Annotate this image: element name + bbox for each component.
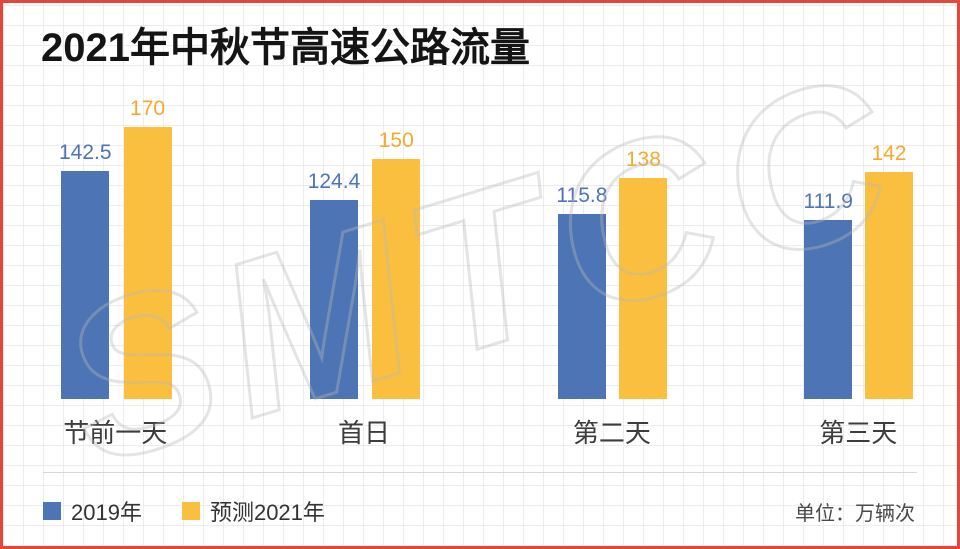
category-label: 节前一天 [63, 418, 168, 448]
legend-divider [43, 472, 917, 473]
chart-title: 2021年中秋节高速公路流量 [41, 26, 530, 70]
legend-label-2021: 预测2021年 [209, 500, 325, 525]
bar-value-2019: 115.8 [556, 184, 608, 207]
legend-swatch-2021 [181, 502, 200, 520]
bar-chart: 142.5 170 节前一天 124.4 150 [3, 97, 957, 450]
bar-group: 115.8 138 第二天 [556, 148, 668, 450]
bar-2019 [309, 200, 358, 399]
bar-2021 [123, 127, 172, 399]
bar-2021 [619, 178, 668, 399]
legend-label-2019: 2019年 [71, 500, 142, 525]
bar-2019 [557, 214, 606, 399]
unit-label: 单位：万辆次 [795, 502, 915, 525]
bar-value-2019: 111.9 [803, 190, 853, 213]
bar-2021 [372, 159, 421, 399]
bar-2019 [61, 171, 110, 399]
bar-group: 111.9 142 第三天 [804, 142, 913, 450]
category-label: 第二天 [572, 418, 651, 448]
bar-group: 142.5 170 节前一天 [59, 97, 172, 450]
bar-value-2021: 142 [871, 142, 907, 165]
legend-item-2019: 2019年 [43, 495, 142, 527]
category-label: 第三天 [819, 418, 898, 448]
bar-value-2021: 138 [625, 148, 661, 171]
bar-value-2021: 170 [130, 97, 166, 120]
bar-value-2019: 124.4 [307, 170, 361, 193]
bar-value-2021: 150 [378, 129, 414, 152]
chart-footer: 2019年 预测2021年 单位：万辆次 [3, 473, 957, 527]
legend-swatch-2019 [43, 502, 61, 520]
category-label: 首日 [337, 418, 390, 448]
legend-item-2021: 预测2021年 [181, 495, 325, 527]
bar-2019 [804, 220, 853, 399]
bar-group: 124.4 150 首日 [308, 129, 421, 450]
bar-2021 [864, 172, 913, 399]
bar-value-2019: 142.5 [59, 141, 112, 164]
legend: 2019年 预测2021年 [43, 495, 325, 527]
